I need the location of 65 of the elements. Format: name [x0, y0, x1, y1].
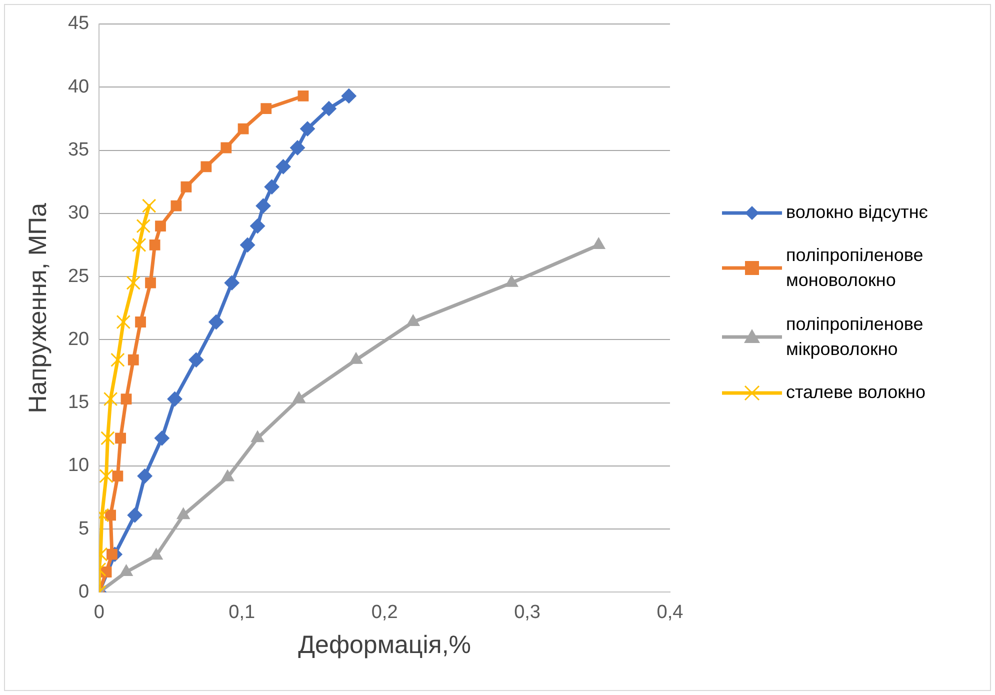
- y-tick-label: 5: [78, 518, 90, 540]
- point: [112, 470, 124, 482]
- point: [260, 103, 272, 114]
- legend-label: поліпропіленове моноволокно: [786, 244, 924, 292]
- point: [220, 142, 232, 154]
- point: [115, 432, 126, 444]
- point: [200, 161, 212, 172]
- y-axis-title: Напруження, МПа: [24, 202, 52, 414]
- point: [264, 179, 280, 194]
- point: [224, 275, 240, 290]
- y-tick-label: 10: [68, 455, 90, 476]
- x-tick-label: 0: [94, 602, 104, 623]
- point: [298, 90, 309, 102]
- point: [170, 200, 182, 212]
- point: [238, 123, 249, 134]
- point: [208, 314, 224, 330]
- point: [290, 140, 306, 156]
- point: [300, 121, 315, 136]
- point: [341, 88, 356, 104]
- point: [127, 508, 142, 523]
- x-axis-title: Деформація,%: [298, 630, 472, 659]
- x-tick-label: 0,1: [228, 602, 256, 623]
- y-tick-label: 30: [68, 202, 90, 224]
- point: [154, 430, 170, 446]
- point: [137, 468, 152, 484]
- point: [100, 431, 115, 446]
- point: [105, 510, 116, 521]
- point: [188, 352, 204, 368]
- point: [145, 277, 156, 288]
- point: [321, 101, 336, 116]
- point: [276, 159, 291, 174]
- point: [110, 352, 125, 367]
- point: [99, 468, 114, 484]
- y-tick-label: 40: [68, 76, 90, 98]
- point: [149, 240, 160, 250]
- point: [142, 198, 156, 213]
- x-tick-label: 0,4: [656, 602, 684, 623]
- legend-label: поліпропіленове мікроволокно: [786, 312, 924, 361]
- point: [150, 548, 163, 560]
- point: [155, 220, 166, 232]
- y-tick-label: 25: [68, 266, 90, 287]
- point: [292, 392, 306, 404]
- y-tick-label: 45: [68, 13, 90, 34]
- point: [106, 548, 118, 560]
- legend-label: сталеве волокно: [786, 380, 926, 404]
- y-tick-label: 15: [68, 392, 90, 414]
- point: [103, 392, 118, 406]
- point: [240, 237, 256, 252]
- y-tick-label: 0: [78, 581, 90, 602]
- y-tick-label: 20: [68, 328, 90, 350]
- point: [256, 198, 271, 214]
- legend-label: волокно відсутнє: [786, 201, 928, 224]
- point: [120, 394, 132, 404]
- y-tick-label: 35: [68, 140, 90, 160]
- point: [132, 238, 146, 252]
- point: [136, 218, 150, 234]
- point: [250, 218, 266, 234]
- point: [128, 354, 139, 366]
- point: [135, 316, 146, 328]
- x-tick-label: 0,2: [371, 602, 398, 623]
- point: [126, 276, 140, 290]
- point: [180, 181, 192, 192]
- point: [116, 314, 131, 330]
- point: [167, 392, 182, 407]
- x-tick-label: 0,3: [514, 602, 540, 623]
